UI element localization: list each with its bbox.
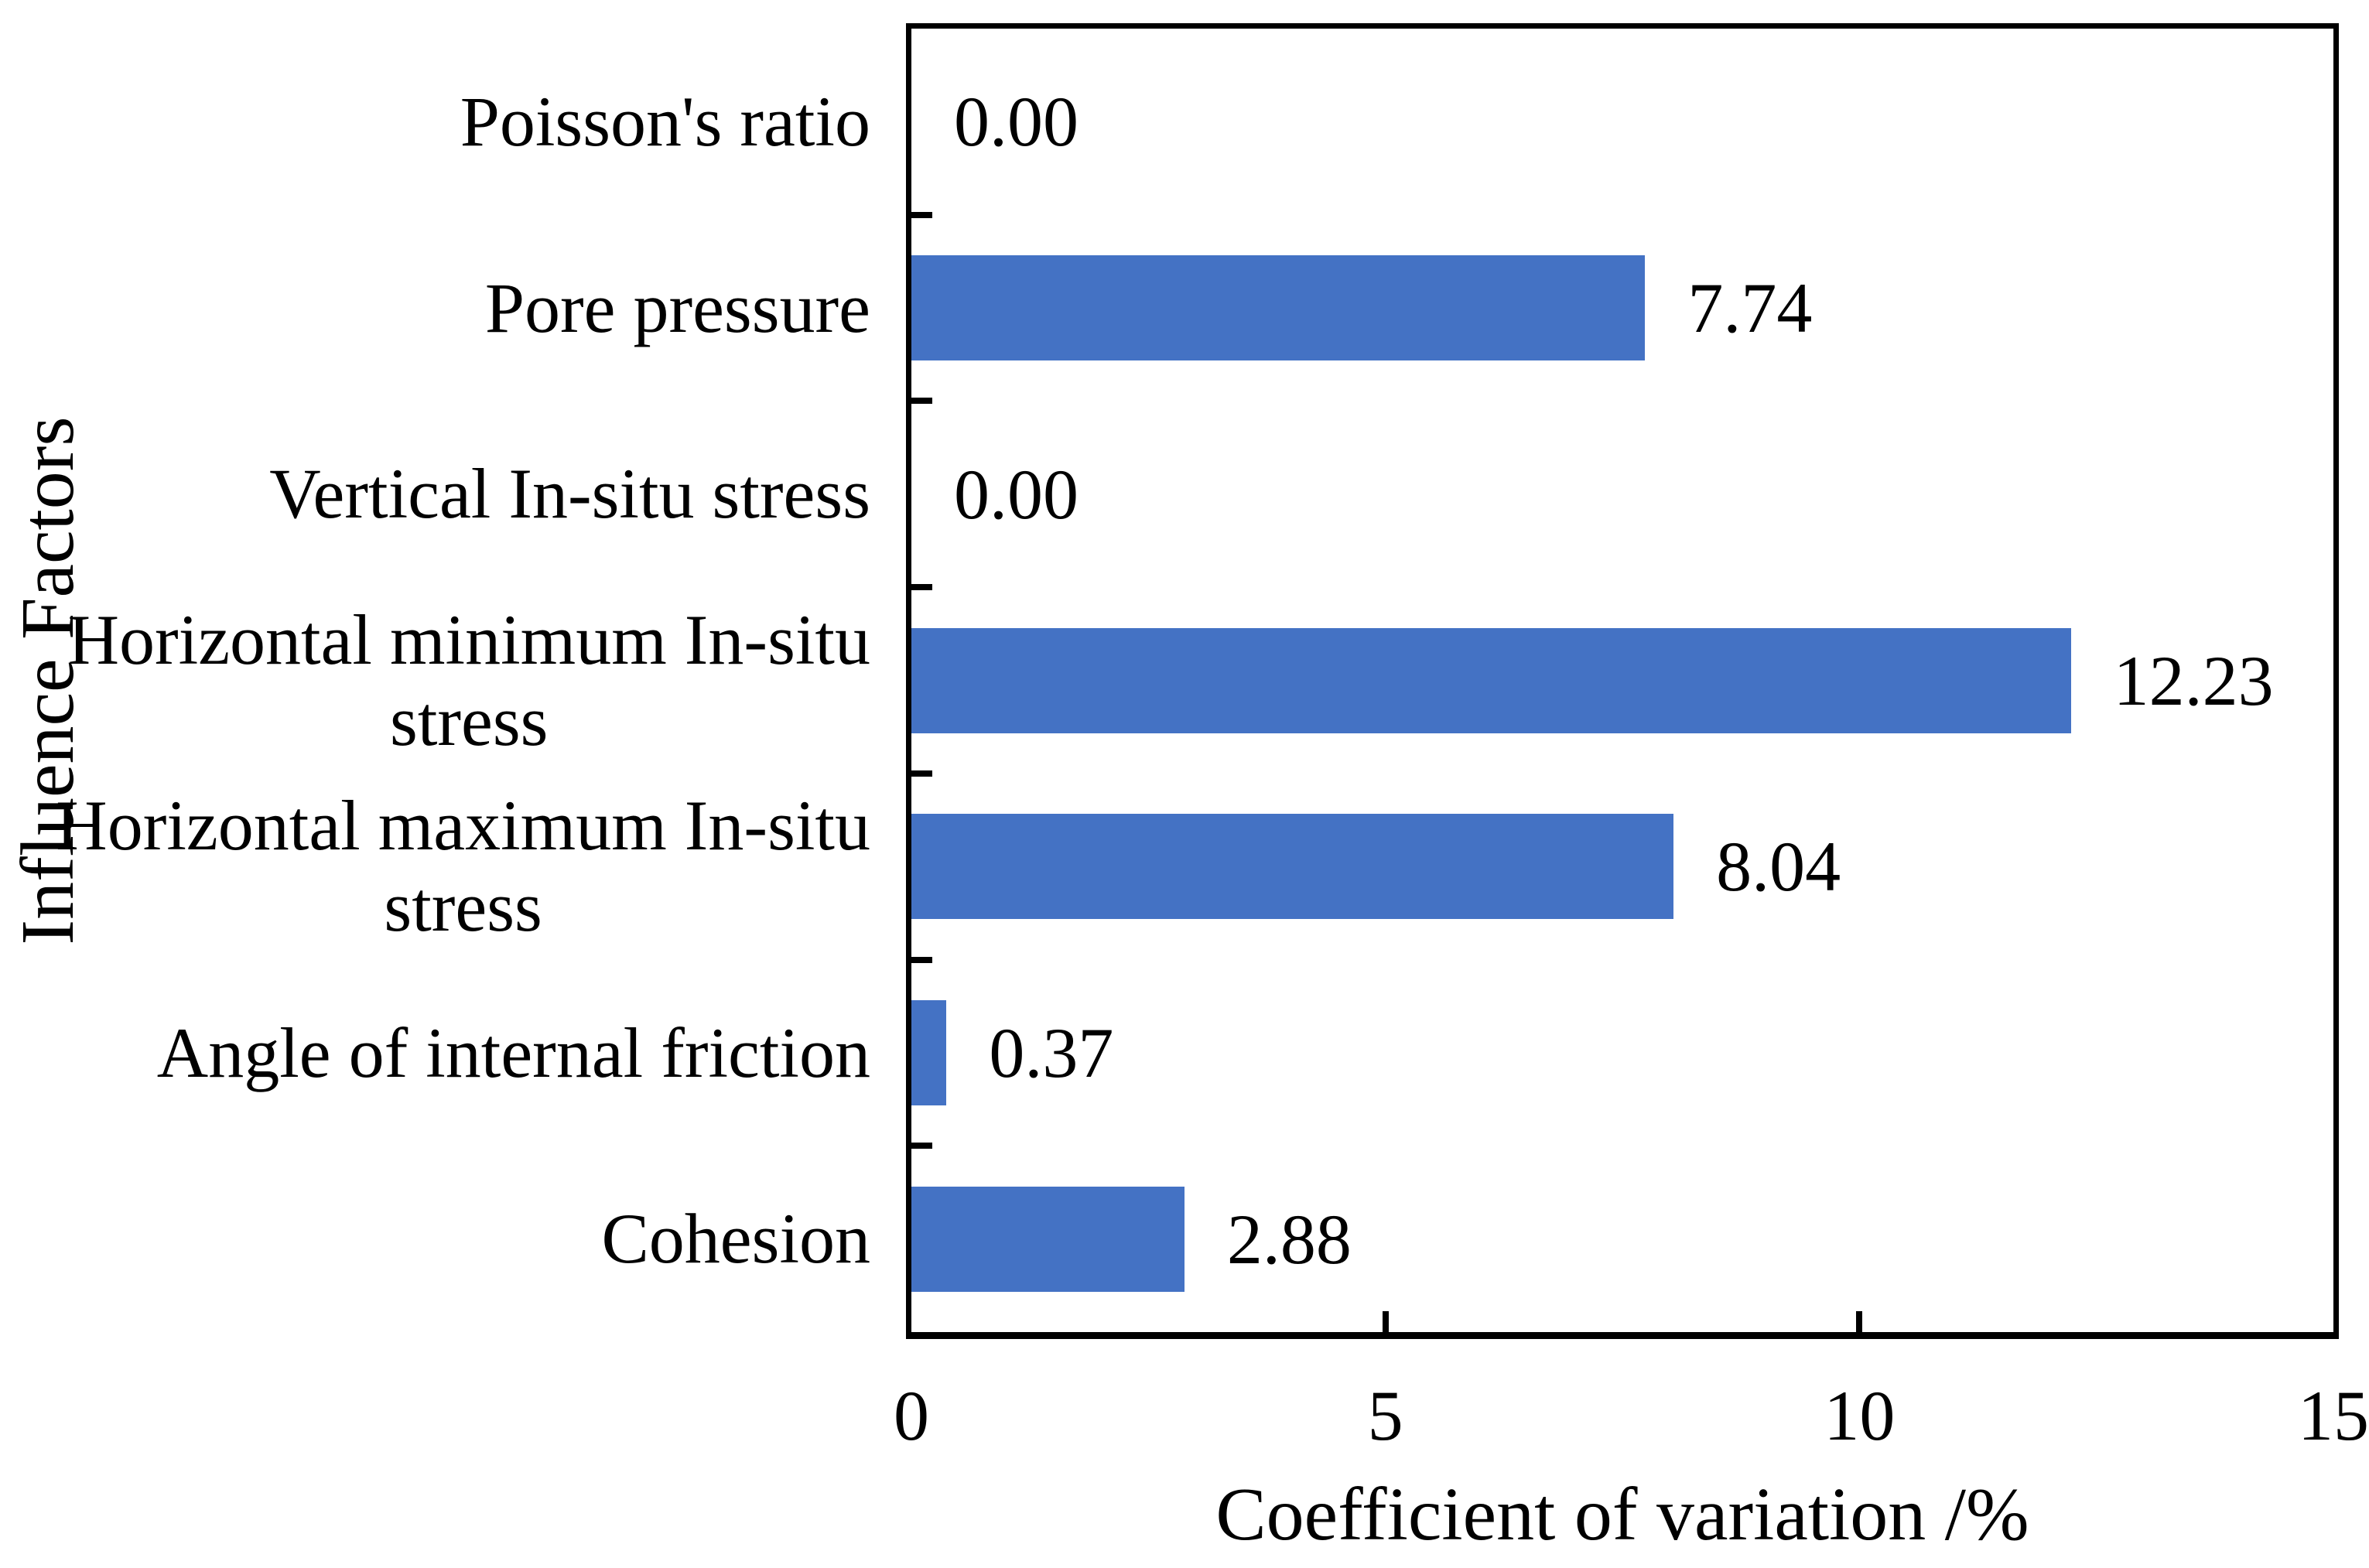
x-tick-label-0: 0 (894, 1376, 929, 1455)
category-row: Poisson's ratio (0, 29, 870, 215)
category-row: Pore pressure (0, 215, 870, 401)
bar-rows: 0.00 7.74 0.00 12.23 8.04 0.37 (911, 29, 2333, 1332)
category-label-cohesion: Cohesion (601, 1199, 870, 1279)
plot-area: 0.00 7.74 0.00 12.23 8.04 0.37 (906, 23, 2339, 1339)
category-row: Vertical In-situ stress (0, 401, 870, 587)
bar-horizontal-minimum-in-situ-stress (911, 627, 2071, 733)
bar-row: 0.00 (911, 29, 2333, 215)
bar-value-label: 8.04 (1716, 827, 1841, 907)
x-axis-tick (1382, 1311, 1389, 1332)
bar-row: 12.23 (911, 587, 2333, 774)
bar-row: 0.00 (911, 401, 2333, 587)
category-label-horizontal-minimum-in-situ-stress: Horizontal minimum In-situ stress (67, 600, 870, 760)
y-axis-category-labels: Poisson's ratio Pore pressure Vertical I… (0, 29, 870, 1332)
y-axis-tick (911, 584, 932, 591)
x-axis-tick-labels: 0 5 10 15 (894, 1373, 2369, 1458)
bar-value-label: 0.00 (954, 82, 1079, 162)
y-axis-tick (911, 211, 932, 218)
bar-value-label: 7.74 (1687, 268, 1813, 348)
category-label-pore-pressure: Pore pressure (484, 268, 870, 347)
y-axis-tick (911, 956, 932, 963)
category-row: Cohesion (0, 1146, 870, 1332)
bar-value-label: 12.23 (2113, 641, 2274, 720)
bar-value-label: 2.88 (1226, 1199, 1352, 1279)
bar-row: 0.37 (911, 960, 2333, 1146)
bar-angle-of-internal-friction (911, 999, 947, 1105)
bar-row: 8.04 (911, 774, 2333, 960)
bar-row: 2.88 (911, 1146, 2333, 1332)
bar-horizontal-maximum-in-situ-stress (911, 814, 1674, 920)
category-label-angle-of-internal-friction: Angle of internal friction (156, 1013, 870, 1092)
x-axis-tick (1856, 1311, 1863, 1332)
bar-pore-pressure (911, 255, 1646, 361)
category-label-poissons-ratio: Poisson's ratio (460, 81, 870, 161)
category-row: Angle of internal friction (0, 960, 870, 1146)
bar-row: 7.74 (911, 215, 2333, 401)
y-axis-tick (911, 1143, 932, 1150)
category-row: Horizontal maximum In-situ stress (0, 774, 870, 960)
bar-cohesion (911, 1186, 1184, 1292)
x-tick-label-15: 15 (2298, 1376, 2369, 1455)
category-label-horizontal-maximum-in-situ-stress: Horizontal maximum In-situ stress (56, 786, 870, 947)
y-axis-tick (911, 398, 932, 405)
x-tick-label-5: 5 (1367, 1376, 1403, 1455)
bar-value-label: 0.37 (989, 1013, 1114, 1092)
category-label-vertical-in-situ-stress: Vertical In-situ stress (269, 454, 870, 534)
x-axis-title: Coefficient of variation /% (1215, 1473, 2029, 1556)
y-axis-tick (911, 770, 932, 777)
bar-value-label: 0.00 (954, 454, 1079, 534)
x-tick-label-10: 10 (1824, 1376, 1896, 1455)
category-row: Horizontal minimum In-situ stress (0, 587, 870, 774)
